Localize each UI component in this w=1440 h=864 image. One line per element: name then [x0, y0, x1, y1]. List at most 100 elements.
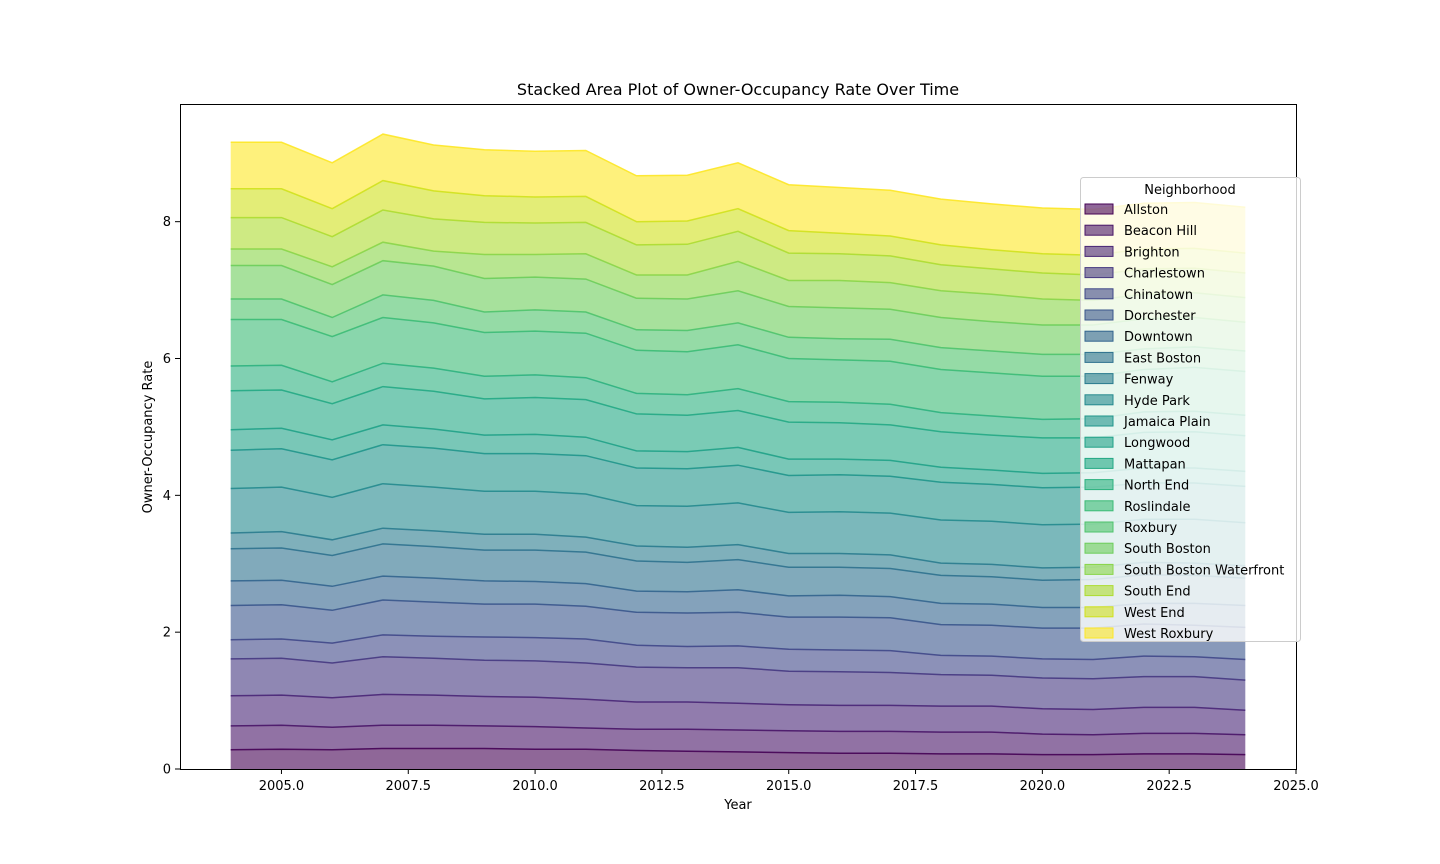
- legend-label-roxbury: Roxbury: [1124, 521, 1178, 536]
- legend-swatch-allston: [1084, 203, 1114, 215]
- legend-label-beacon-hill: Beacon Hill: [1124, 224, 1197, 239]
- line-longwood: [230, 424, 1246, 475]
- line-south-boston-waterfront: [230, 241, 1246, 302]
- legend-swatch-beacon-hill: [1084, 224, 1114, 236]
- legend-label-charlestown: Charlestown: [1124, 267, 1205, 282]
- legend-label-brighton: Brighton: [1124, 245, 1180, 260]
- line-east-boston: [230, 543, 1246, 581]
- line-roxbury: [230, 294, 1246, 356]
- x-tick-label: 2017.5: [893, 779, 939, 794]
- x-axis-ticks: 2005.0 2007.5 2010.0 2012.5 2015.0 2017.5 2020…: [259, 769, 1319, 794]
- line-south-boston: [230, 259, 1246, 326]
- legend-swatch-south-end: [1084, 585, 1114, 597]
- area-fenway: [230, 528, 1246, 581]
- legend-label-north-end: North End: [1124, 479, 1189, 494]
- x-axis-label: Year: [723, 798, 752, 813]
- legend-swatch-fenway: [1084, 373, 1114, 385]
- y-tick-label: 2: [163, 626, 171, 641]
- legend-swatch-charlestown: [1084, 267, 1114, 279]
- line-fenway: [230, 527, 1246, 569]
- area-east-boston: [230, 543, 1246, 608]
- chart-title: Stacked Area Plot of Owner-Occupancy Rat…: [517, 80, 959, 99]
- area-west-roxbury: [230, 134, 1246, 256]
- legend-label-chinatown: Chinatown: [1124, 288, 1193, 303]
- y-axis-ticks: 0 2 4 6 8: [163, 215, 180, 778]
- area-south-boston-waterfront: [230, 242, 1246, 325]
- legend-label-allston: Allston: [1124, 203, 1168, 218]
- area-roxbury: [230, 294, 1246, 377]
- y-tick-label: 6: [163, 352, 171, 367]
- legend-label-west-roxbury: West Roxbury: [1124, 627, 1214, 642]
- legend-label-south-end: South End: [1124, 585, 1191, 600]
- legend-swatch-roslindale: [1084, 500, 1114, 512]
- y-tick-label: 4: [163, 489, 171, 504]
- x-tick-label: 2012.5: [639, 779, 685, 794]
- legend-label-south-boston-waterfront: South Boston Waterfront: [1124, 563, 1284, 578]
- legend-swatch-west-end: [1084, 606, 1114, 618]
- x-tick-label: 2010.0: [512, 779, 558, 794]
- line-downtown: [230, 575, 1246, 609]
- area-roslindale: [230, 317, 1246, 420]
- series-lines: [230, 133, 1246, 756]
- y-tick-label: 8: [163, 215, 171, 230]
- area-mattapan: [230, 386, 1246, 474]
- area-south-boston: [230, 260, 1246, 355]
- legend-swatch-north-end: [1084, 479, 1114, 491]
- legend-label-fenway: Fenway: [1124, 373, 1174, 388]
- line-west-end: [230, 179, 1246, 256]
- x-tick-label: 2025.0: [1273, 779, 1319, 794]
- legend-swatch-roxbury: [1084, 521, 1114, 533]
- line-west-roxbury: [230, 133, 1246, 211]
- legend-label-hyde-park: Hyde Park: [1124, 394, 1190, 409]
- y-axis-label: Owner-Occupancy Rate: [141, 361, 156, 514]
- legend-swatch-hyde-park: [1084, 394, 1114, 406]
- legend-swatch-west-roxbury: [1084, 627, 1114, 639]
- legend-swatch-chinatown: [1084, 288, 1114, 300]
- line-north-end: [230, 362, 1246, 421]
- area-charlestown: [230, 656, 1246, 711]
- legend-swatch-mattapan: [1084, 457, 1114, 469]
- line-chinatown: [230, 634, 1246, 661]
- legend-label-mattapan: Mattapan: [1124, 457, 1186, 472]
- line-brighton: [230, 693, 1246, 711]
- area-brighton: [230, 694, 1246, 735]
- line-allston: [230, 747, 1246, 756]
- line-jamaica-plain: [230, 443, 1246, 489]
- line-south-end: [230, 209, 1246, 276]
- legend: Neighborhood Allston Beacon Hill Brighton C…: [1080, 177, 1301, 642]
- legend-swatch-dorchester: [1084, 309, 1114, 321]
- x-tick-label: 2022.5: [1146, 779, 1192, 794]
- area-jamaica-plain: [230, 444, 1246, 525]
- legend-label-downtown: Downtown: [1124, 330, 1193, 345]
- legend-swatch-jamaica-plain: [1084, 415, 1114, 427]
- area-hyde-park: [230, 483, 1246, 568]
- legend-label-west-end: West End: [1124, 606, 1185, 621]
- x-tick-label: 2015.0: [766, 779, 812, 794]
- legend-swatch-brighton: [1084, 245, 1114, 257]
- area-chinatown: [230, 634, 1246, 681]
- legend-label-roslindale: Roslindale: [1124, 500, 1190, 515]
- area-west-end: [230, 180, 1246, 275]
- legend-label-jamaica-plain: Jamaica Plain: [1123, 415, 1211, 430]
- area-longwood: [230, 424, 1246, 488]
- legend-swatch-south-boston: [1084, 542, 1114, 554]
- legend-title: Neighborhood: [1144, 183, 1236, 198]
- x-tick-label: 2005.0: [259, 779, 305, 794]
- legend-label-dorchester: Dorchester: [1124, 309, 1196, 324]
- y-tick-label: 0: [163, 763, 171, 778]
- line-hyde-park: [230, 482, 1246, 526]
- line-charlestown: [230, 656, 1246, 681]
- legend-swatch-longwood: [1084, 436, 1114, 448]
- legend-label-east-boston: East Boston: [1124, 351, 1201, 366]
- x-tick-label: 2020.0: [1020, 779, 1066, 794]
- x-tick-label: 2007.5: [386, 779, 432, 794]
- legend-items: Allston Beacon Hill Brighton Charlestown Chi…: [1084, 203, 1284, 642]
- area-dorchester: [230, 600, 1246, 660]
- area-downtown: [230, 576, 1246, 629]
- legend-label-south-boston: South Boston: [1124, 542, 1211, 557]
- legend-swatch-downtown: [1084, 330, 1114, 342]
- line-beacon-hill: [230, 724, 1246, 736]
- legend-label-longwood: Longwood: [1124, 436, 1190, 451]
- area-south-end: [230, 210, 1246, 301]
